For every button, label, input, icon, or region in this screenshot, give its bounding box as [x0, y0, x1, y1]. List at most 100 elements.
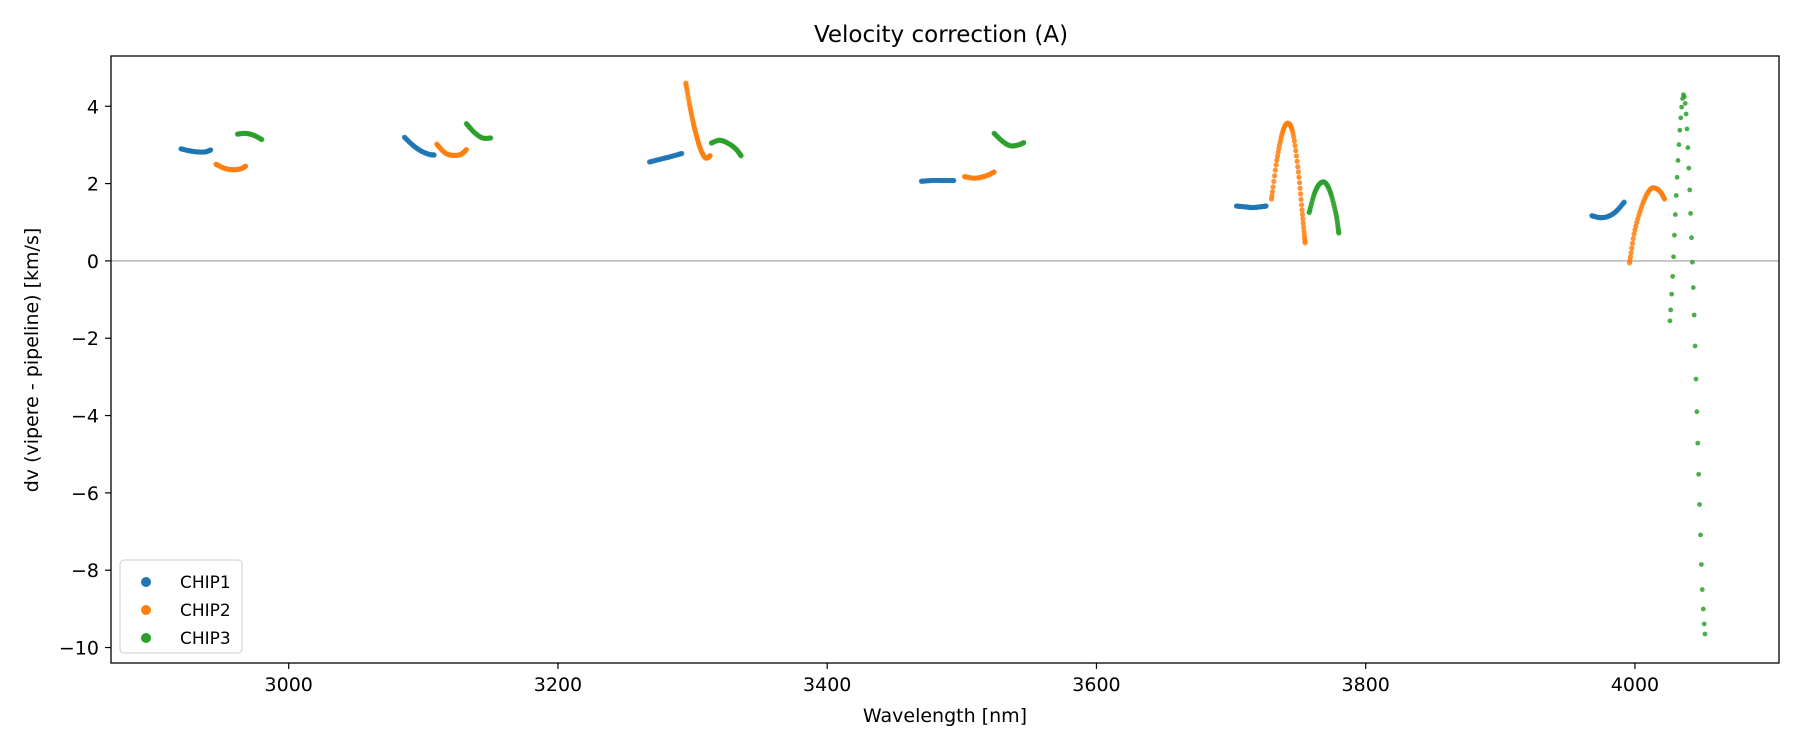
data-point: [1673, 193, 1679, 198]
data-point: [1674, 174, 1680, 180]
data-point: [1336, 230, 1342, 236]
data-point: [1697, 502, 1702, 507]
data-point: [679, 150, 685, 157]
data-point: [1672, 212, 1678, 217]
data-point: [1293, 153, 1300, 159]
data-point: [1682, 101, 1688, 106]
data-point: [1668, 307, 1674, 313]
data-point: [1298, 202, 1305, 208]
data-point: [1297, 191, 1304, 197]
data-point: [208, 147, 214, 153]
data-point: [1295, 169, 1301, 175]
data-point: [1291, 134, 1297, 140]
data-point: [1698, 562, 1704, 567]
y-tick-label: −6: [71, 483, 99, 505]
data-point: [1300, 216, 1306, 222]
data-point: [1671, 254, 1676, 260]
legend: CHIP1 CHIP2 CHIP3: [119, 559, 243, 654]
data-point: [1273, 162, 1279, 168]
data-point: [1297, 185, 1303, 191]
data-point: [1684, 126, 1690, 132]
data-point: [1021, 140, 1027, 146]
data-point: [1679, 104, 1685, 110]
legend-marker-chip2: [141, 605, 151, 615]
data-point: [1661, 196, 1668, 202]
data-point: [1629, 245, 1635, 251]
data-point: [1272, 167, 1278, 173]
data-point: [1621, 199, 1627, 205]
data-point: [1291, 138, 1297, 144]
data-point: [1292, 142, 1298, 149]
data-point: [488, 135, 494, 141]
plot-area: [111, 80, 1779, 637]
data-point: [1689, 235, 1694, 241]
y-tick-label: −10: [59, 638, 99, 660]
data-point: [259, 136, 265, 143]
data-point: [1269, 193, 1275, 199]
data-point: [1690, 285, 1696, 290]
y-tick-label: 0: [87, 251, 99, 273]
data-point: [1299, 211, 1306, 218]
y-tick-label: 2: [87, 174, 99, 196]
data-point: [463, 146, 470, 153]
axes-frame: [110, 55, 1780, 664]
x-tick-label: 3000: [265, 674, 313, 696]
data-point: [1678, 115, 1684, 121]
data-point: [1631, 231, 1637, 237]
data-point: [1691, 312, 1697, 318]
data-point: [1670, 273, 1676, 279]
data-point: [1672, 232, 1677, 238]
legend-label-chip1: CHIP1: [180, 573, 231, 593]
data-point: [1627, 254, 1634, 260]
data-point: [1681, 94, 1687, 100]
data-point: [1296, 180, 1303, 186]
data-point: [1669, 291, 1675, 297]
legend-label-chip3: CHIP3: [180, 629, 231, 649]
data-point: [1701, 621, 1707, 627]
data-point: [1302, 240, 1308, 246]
data-point: [1685, 145, 1691, 151]
y-axis: 4 2 0 −2 −4 −6 −8 −10: [59, 96, 111, 660]
x-tick-label: 3600: [1072, 674, 1120, 696]
data-point: [1628, 250, 1634, 256]
data-point: [243, 163, 249, 169]
legend-marker-chip1: [141, 577, 151, 587]
data-point: [1300, 220, 1306, 226]
data-point: [1667, 318, 1673, 324]
y-tick-label: −2: [71, 328, 99, 350]
data-point: [1693, 376, 1699, 382]
data-point: [1683, 111, 1689, 117]
data-point: [431, 152, 437, 158]
data-point: [1295, 164, 1301, 170]
x-tick-label: 3400: [803, 674, 851, 696]
x-axis: 3000 3200 3400 3600 3800 4000: [265, 663, 1659, 696]
plot-frame: [110, 55, 1780, 664]
data-point: [1269, 189, 1276, 195]
x-axis-label: Wavelength [nm]: [863, 705, 1027, 727]
data-point: [1675, 157, 1681, 163]
data-point: [1687, 187, 1693, 193]
legend-label-chip2: CHIP2: [180, 601, 231, 621]
data-point: [1692, 343, 1698, 349]
data-point: [1274, 157, 1280, 163]
data-point: [1699, 587, 1705, 592]
x-tick-label: 4000: [1611, 674, 1659, 696]
data-point: [1700, 606, 1706, 612]
data-point: [1301, 224, 1307, 230]
data-point: [1686, 165, 1692, 171]
data-point: [1689, 259, 1695, 265]
series-chip2: [213, 80, 1668, 266]
y-tick-label: −4: [71, 406, 99, 428]
x-tick-label: 3800: [1342, 674, 1390, 696]
data-point: [1698, 532, 1703, 538]
data-point: [991, 169, 997, 175]
data-point: [1271, 178, 1277, 185]
series-chip3: [234, 92, 1708, 637]
data-point: [1702, 631, 1708, 637]
legend-marker-chip3: [141, 633, 151, 643]
data-point: [1629, 240, 1636, 246]
data-point: [1695, 440, 1701, 446]
y-axis-label: dv (vipere - pipeline) [km/s]: [21, 228, 43, 493]
data-point: [707, 153, 713, 159]
